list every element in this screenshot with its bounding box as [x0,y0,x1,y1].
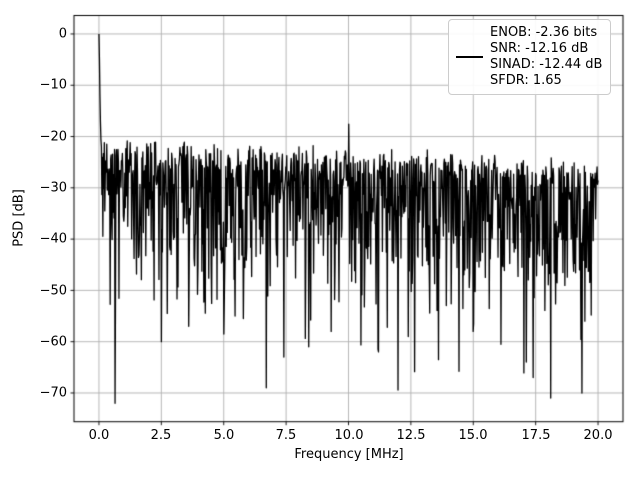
y-tick-label: −10 [39,77,67,93]
x-tick-label: 17.5 [521,428,551,443]
x-tick-label: 5.0 [213,428,235,443]
legend: ENOB: -2.36 bits SNR: -12.16 dB SINAD: -… [448,19,612,95]
legend-line-enob: ENOB: -2.36 bits [490,25,598,40]
x-tick-label: 12.5 [396,428,426,443]
y-tick-label: −30 [39,180,67,196]
x-axis-label: Frequency [MHz] [294,447,404,462]
y-tick-label: 0 [58,26,67,42]
x-tick-label: 20.0 [583,428,613,443]
x-tick-label: 10.0 [334,428,364,443]
legend-line-sinad: SINAD: -12.44 dB [490,57,603,72]
legend-line-snr: SNR: -12.16 dB [490,41,589,56]
x-tick-label: 7.5 [275,428,297,443]
x-tick-label: 15.0 [458,428,488,443]
legend-text: ENOB: -2.36 bits SNR: -12.16 dB SINAD: -… [490,25,602,89]
y-tick-label: −60 [39,334,67,350]
y-tick-label: −50 [39,283,67,299]
y-axis-label: PSD [dB] [11,189,27,247]
y-tick-label: −20 [39,129,67,145]
x-tick-label: 0.0 [88,428,110,443]
legend-line-swatch [456,56,483,58]
legend-line-sfdr: SFDR: 1.65 [490,73,562,88]
x-tick-label: 2.5 [150,428,172,443]
y-tick-label: −70 [39,385,67,401]
y-tick-label: −40 [39,231,67,247]
